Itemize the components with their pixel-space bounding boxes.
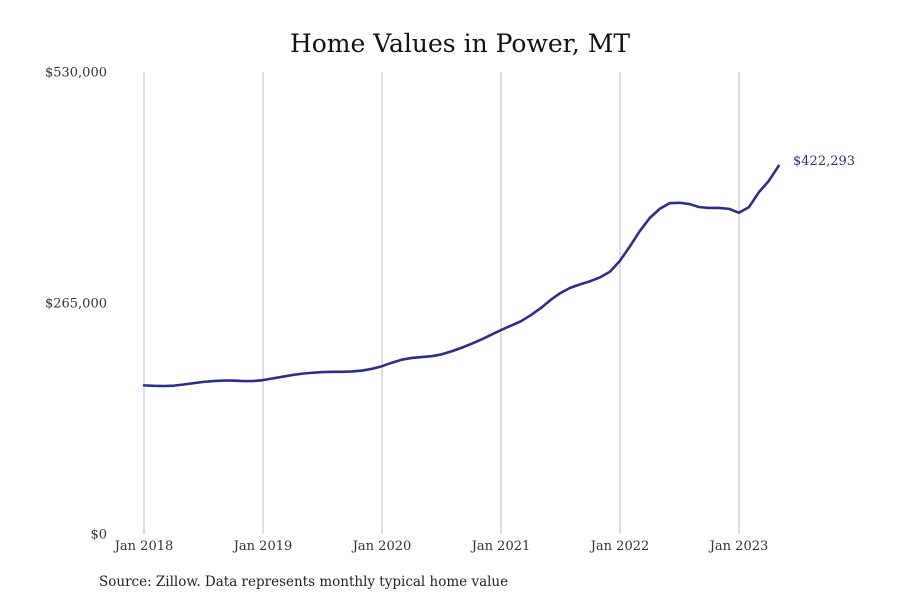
x-tick-label: Jan 2018 [113,539,174,554]
x-tick-label: Jan 2019 [232,539,293,554]
x-tick-label: Jan 2021 [470,539,531,554]
y-axis-tick-labels: $0 $265,000 $530,000 [45,66,107,543]
x-tick-label: Jan 2023 [708,539,769,554]
x-gridlines [143,72,740,534]
x-tick-label: Jan 2022 [589,539,650,554]
series-line-home-value [142,164,780,388]
x-axis-tick-labels: Jan 2018 Jan 2019 Jan 2020 Jan 2021 Jan 2022… [113,539,769,554]
y-tick-label: $530,000 [45,66,107,81]
source-note: Source: Zillow. Data represents monthly … [99,574,508,590]
y-tick-label: $265,000 [45,297,107,312]
chart-title: Home Values in Power, MT [290,29,630,58]
x-tick-label: Jan 2020 [351,539,412,554]
y-tick-label: $0 [90,528,107,543]
end-value-label: $422,293 [793,154,855,169]
